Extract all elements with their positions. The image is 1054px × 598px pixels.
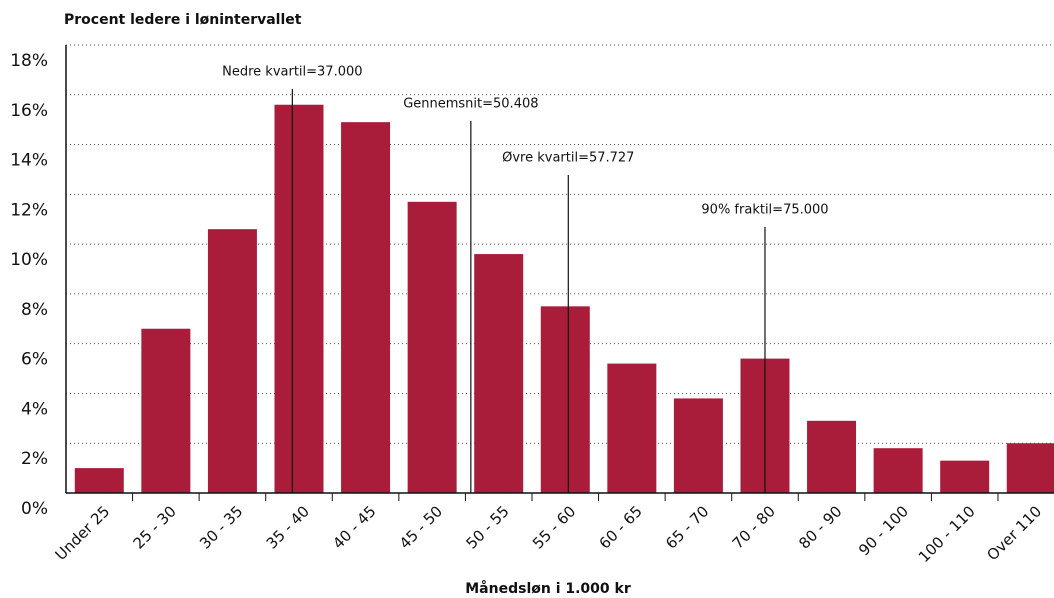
x-tick-label: 40 - 45: [329, 502, 379, 552]
y-tick-label: 14%: [10, 151, 48, 171]
x-tick-label: 80 - 90: [795, 502, 845, 552]
annotation-label: 90% fraktil=75.000: [701, 203, 828, 218]
y-tick-label: 4%: [21, 399, 48, 419]
y-tick-label: 8%: [21, 300, 48, 320]
x-tick-label: 50 - 55: [462, 502, 512, 552]
bar: [673, 398, 723, 493]
bar: [873, 448, 923, 493]
chart-title: Procent ledere i lønintervallet: [64, 12, 302, 28]
y-tick-label: 2%: [21, 449, 48, 469]
x-tick-label: 55 - 60: [529, 502, 579, 552]
bar: [474, 254, 524, 493]
bar: [607, 363, 657, 493]
bar: [1006, 443, 1054, 493]
x-tick-label: 60 - 65: [596, 502, 646, 552]
annotation-label: Nedre kvartil=37.000: [222, 65, 362, 80]
x-tick-label: 30 - 35: [196, 502, 246, 552]
annotation-label: Øvre kvartil=57.727: [502, 151, 634, 166]
bar: [274, 104, 324, 493]
bar: [141, 328, 191, 493]
bar: [74, 468, 124, 493]
x-tick-label: 65 - 70: [662, 502, 712, 552]
x-tick-label: Over 110: [983, 502, 1045, 564]
x-tick-label: 25 - 30: [130, 502, 180, 552]
y-tick-label: 16%: [10, 101, 48, 121]
bar: [940, 460, 990, 493]
y-tick-label: 18%: [10, 51, 48, 71]
x-tick-label: 70 - 80: [729, 502, 779, 552]
x-axis-label: Månedsløn i 1.000 kr: [465, 580, 631, 597]
y-tick-label: 6%: [21, 350, 48, 370]
bar: [807, 420, 857, 493]
x-tick-label: Under 25: [52, 502, 114, 564]
bar: [407, 201, 457, 494]
bar: [207, 229, 257, 493]
x-tick-label: 35 - 40: [263, 502, 313, 552]
annotation-label: Gennemsnit=50.408: [403, 97, 538, 112]
x-tick-label: 100 - 110: [915, 502, 979, 566]
y-tick-label: 0%: [21, 499, 48, 519]
y-tick-label: 12%: [10, 200, 48, 220]
x-tick-label: 45 - 50: [396, 502, 446, 552]
x-tick-label: 90 - 100: [855, 502, 912, 559]
bar: [341, 122, 391, 494]
bar: [540, 306, 590, 493]
y-tick-label: 10%: [10, 250, 48, 270]
